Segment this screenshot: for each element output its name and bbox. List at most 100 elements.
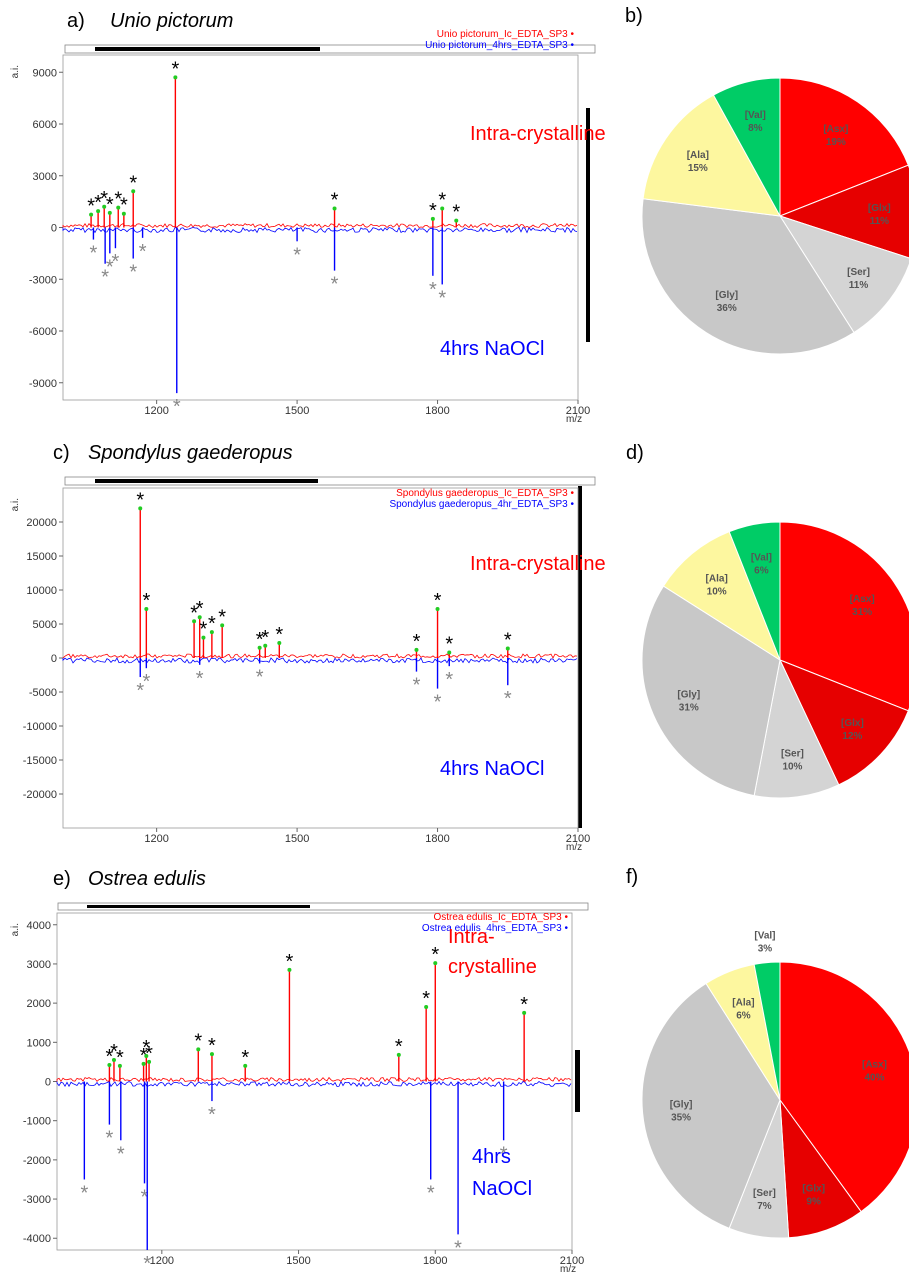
peak-asterisk-grey: * — [117, 1143, 125, 1165]
y-tick-label: 5000 — [33, 619, 57, 631]
peak-asterisk: * — [120, 195, 128, 217]
y-tick-label: -9000 — [29, 378, 57, 390]
spectrum-annotation: crystalline — [448, 956, 537, 978]
pie-slice-label: [Gly] — [715, 290, 738, 301]
peak-asterisk-grey: * — [112, 251, 120, 273]
y-tick-label: -1000 — [23, 1116, 51, 1128]
y-tick-label: 9000 — [33, 67, 57, 79]
peak-marker-dot — [117, 1063, 122, 1068]
pie-slice-value: 35% — [671, 1112, 691, 1123]
peak-marker-dot — [209, 1052, 214, 1057]
peak-asterisk: * — [452, 202, 460, 224]
peak-marker-dot — [147, 1059, 152, 1064]
peak-asterisk-grey: * — [445, 669, 453, 691]
peak-marker-dot — [430, 216, 435, 221]
peak-asterisk: * — [142, 590, 150, 612]
y-tick-label: -4000 — [23, 1233, 51, 1245]
x-tick-label: 1200 — [144, 833, 168, 845]
peak-marker-dot — [454, 218, 459, 223]
panel-title: Unio pictorum — [110, 10, 233, 32]
pie-slice — [728, 521, 781, 661]
legend-entry: Spondylus gaederopus_Ic_EDTA_SP3 • — [396, 488, 574, 499]
peak-asterisk-grey: * — [208, 1104, 216, 1126]
pie-slice-label: [Ala] — [706, 573, 728, 584]
spectrum-annotation: 4hrs — [472, 1146, 511, 1168]
panel-label: d) — [626, 442, 644, 464]
pie-slice-label: [Glx] — [802, 1183, 825, 1194]
peak-asterisk: * — [445, 634, 453, 656]
pie-slice-value: 40% — [864, 1072, 884, 1083]
peak-marker-dot — [263, 643, 268, 648]
peak-marker-dot — [447, 650, 452, 655]
pie-slice — [662, 531, 782, 662]
spectrum-annotation: 4hrs NaOCl — [440, 758, 544, 780]
peak-asterisk: * — [171, 58, 179, 80]
pie-slice-value: 10% — [707, 586, 727, 597]
pie-slice-value: 10% — [782, 762, 802, 773]
peak-marker-dot — [257, 645, 262, 650]
scrollbar-track — [64, 476, 596, 486]
peak-asterisk-grey: * — [141, 1186, 149, 1208]
legend-entry: Ostrea edulis_4hrs_EDTA_SP3 • — [422, 923, 569, 934]
peak-marker-dot — [141, 1061, 146, 1066]
pie-slice — [779, 659, 909, 786]
x-tick-label: 1200 — [150, 1255, 174, 1267]
peak-marker-dot — [433, 961, 438, 966]
peak-asterisk: * — [438, 190, 446, 212]
y-axis-label: a.i. — [10, 498, 21, 511]
pie-slice-value: 9% — [806, 1196, 821, 1207]
y-tick-label: 0 — [51, 223, 57, 235]
peak-asterisk: * — [261, 627, 269, 649]
y-tick-label: 3000 — [33, 171, 57, 183]
vertical-scroll-thumb — [575, 1050, 580, 1112]
peak-asterisk: * — [196, 598, 204, 620]
pie-slice-label: [Ser] — [753, 1188, 776, 1199]
peak-asterisk-grey: * — [143, 1253, 151, 1275]
spectrum-baseline-blue — [56, 1080, 572, 1088]
spectrum-annotation: Intra-crystalline — [470, 123, 606, 145]
pie-slice-value: 3% — [758, 944, 773, 955]
peak-asterisk: * — [286, 951, 294, 973]
pie-slice-value: 6% — [736, 1011, 751, 1022]
pie-slice-value: 11% — [849, 280, 869, 291]
peak-asterisk: * — [200, 619, 208, 641]
peak-asterisk: * — [94, 192, 102, 214]
peak-asterisk-grey: * — [256, 666, 264, 688]
peak-marker-dot — [138, 506, 143, 511]
peak-asterisk: * — [504, 629, 512, 651]
vertical-scroll-thumb — [586, 108, 590, 342]
peak-asterisk-grey: * — [331, 274, 339, 296]
peak-asterisk: * — [140, 1045, 148, 1067]
spectrum-annotation: Intra- — [448, 926, 495, 948]
pie-slice — [642, 94, 781, 217]
peak-asterisk: * — [241, 1047, 249, 1069]
peak-asterisk: * — [208, 1035, 216, 1057]
peak-marker-dot — [144, 607, 149, 612]
peak-marker-dot — [111, 1057, 116, 1062]
pie-slice-label: [Ser] — [847, 267, 870, 278]
peak-asterisk: * — [110, 1041, 118, 1063]
y-tick-label: -20000 — [23, 789, 57, 801]
y-tick-label: 2000 — [27, 998, 51, 1010]
peak-asterisk-grey: * — [293, 244, 301, 266]
pie-slice-label: [Glx] — [841, 718, 864, 729]
peak-asterisk-grey: * — [454, 1237, 462, 1259]
peak-asterisk-grey: * — [196, 668, 204, 690]
pie-slice-value: 6% — [754, 565, 769, 576]
pie-slice-value: 7% — [757, 1201, 772, 1212]
peak-asterisk: * — [116, 1047, 124, 1069]
peak-marker-dot — [505, 646, 510, 651]
peak-asterisk-grey: * — [438, 287, 446, 309]
peak-asterisk-grey: * — [427, 1182, 435, 1204]
y-axis-label: a.i. — [10, 65, 21, 78]
peak-asterisk-grey: * — [142, 671, 150, 693]
peak-marker-dot — [96, 209, 101, 214]
pie-slice-value: 12% — [842, 731, 862, 742]
y-tick-label: 0 — [51, 653, 57, 665]
peak-asterisk: * — [422, 988, 430, 1010]
peak-marker-dot — [173, 75, 178, 80]
pie-slice-value: 15% — [688, 163, 708, 174]
peak-marker-dot — [89, 212, 94, 217]
x-axis-label: m/z — [566, 414, 582, 425]
